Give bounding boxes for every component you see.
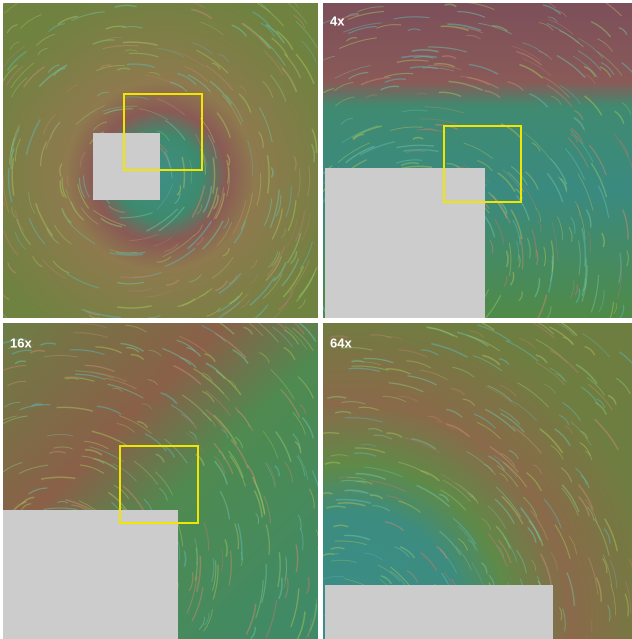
- obstacle: [3, 510, 178, 639]
- zoom-label: 64x: [330, 335, 352, 350]
- obstacle: [325, 585, 553, 639]
- zoom-label: 16x: [10, 335, 32, 350]
- zoom-label: 4x: [330, 13, 345, 28]
- obstacle: [93, 133, 160, 200]
- figure: 4x 16x 64x: [0, 0, 632, 639]
- obstacle: [325, 168, 485, 318]
